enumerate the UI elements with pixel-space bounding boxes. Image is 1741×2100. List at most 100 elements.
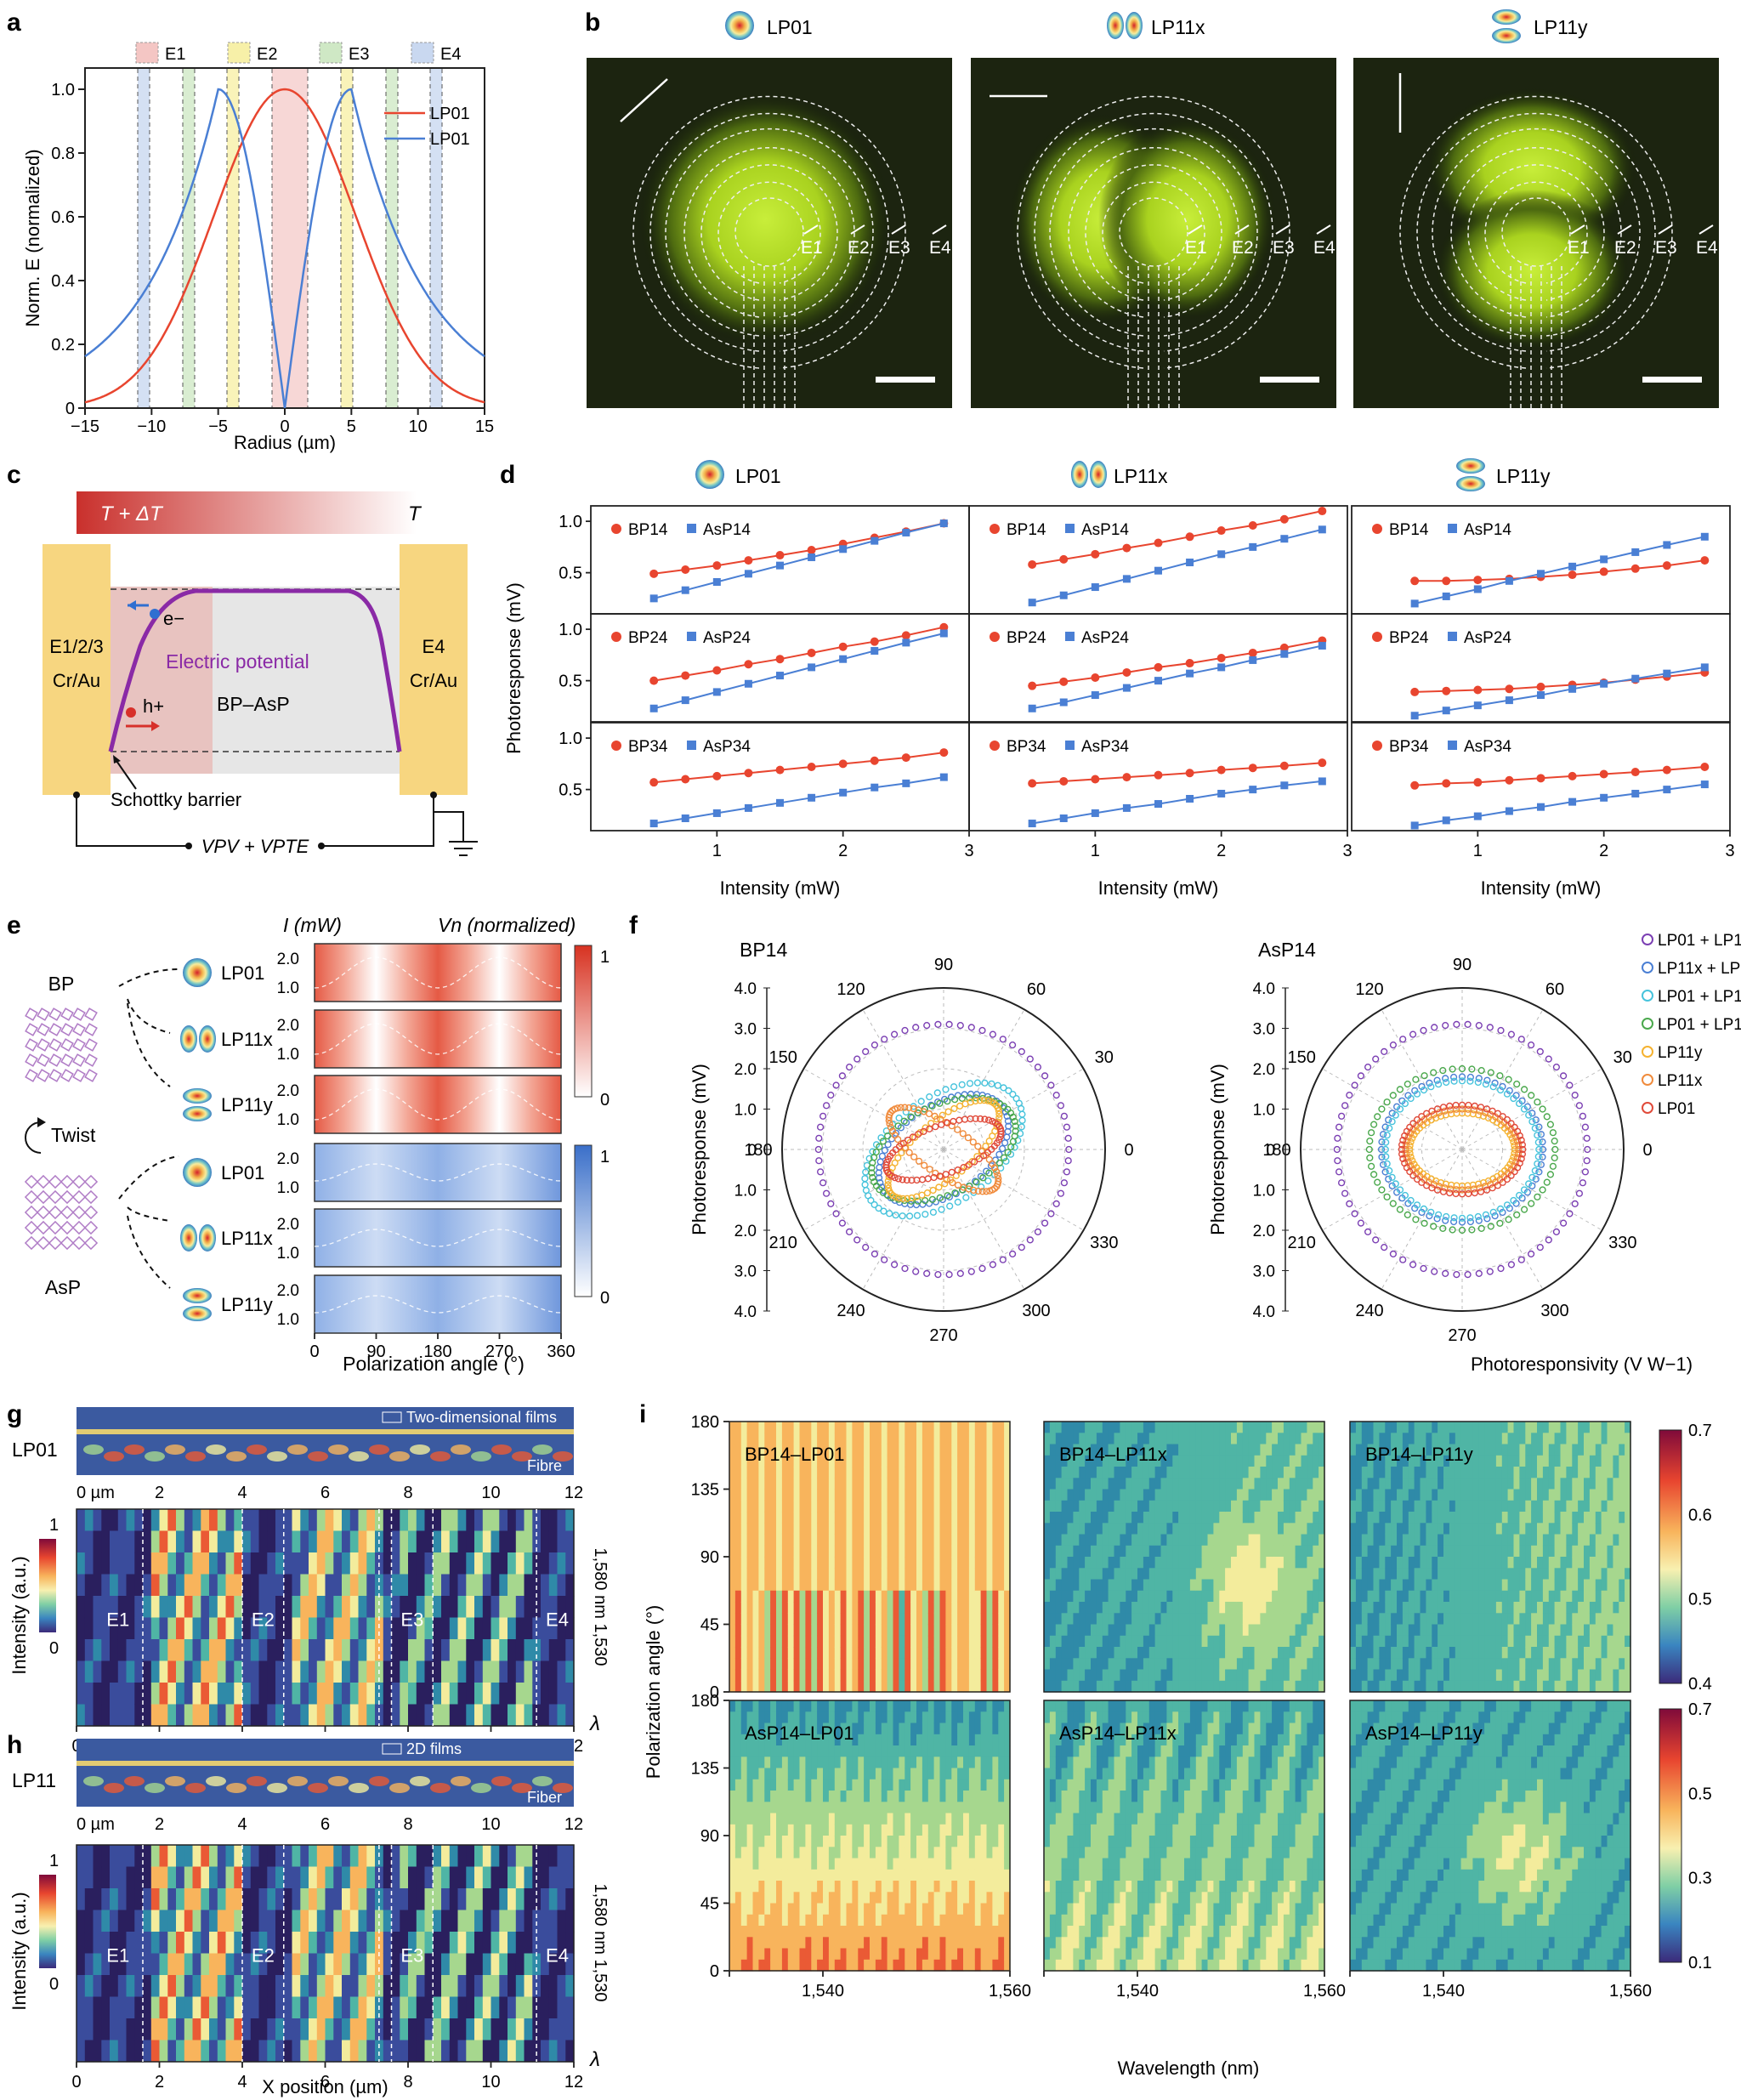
map-cell (532, 2040, 542, 2063)
map-cell (349, 1530, 360, 1553)
polar-point (914, 1130, 922, 1138)
map-cell (998, 1568, 1005, 1581)
polar-point (978, 1026, 986, 1035)
map-cell (242, 1996, 252, 2019)
map-cell (746, 1512, 754, 1524)
map-cell (840, 1444, 848, 1456)
y-tick-label: 90 (700, 1548, 719, 1567)
mode-icon (183, 1158, 212, 1187)
map-cell (333, 1617, 343, 1640)
map-cell (1004, 1467, 1011, 1479)
map-cell (834, 1422, 842, 1433)
map-cell (209, 1617, 218, 1640)
map-cell (805, 1478, 812, 1490)
map-cell (424, 1617, 434, 1640)
y-tick-label: 1.0 (277, 1179, 299, 1197)
polar-point (1439, 1066, 1447, 1075)
map-cell (758, 1613, 765, 1626)
map-cell (770, 1602, 777, 1614)
map-cell (992, 1680, 999, 1693)
polar-point (1412, 1216, 1420, 1223)
polar-point (884, 1177, 892, 1185)
map-cell (416, 1704, 426, 1727)
map-cell (275, 1683, 285, 1706)
polar-point (1011, 1117, 1018, 1126)
map-cell (1195, 1579, 1203, 1592)
map-cell (565, 1639, 575, 1662)
map-cell (565, 1845, 575, 1868)
asp-point (1537, 803, 1545, 811)
map-cell (499, 1704, 508, 1727)
map-cell (1085, 1523, 1092, 1535)
map-cell (1254, 1467, 1261, 1479)
polar-point (1407, 1196, 1415, 1205)
map-cell (217, 1975, 227, 1998)
map-cell (1114, 1579, 1120, 1592)
map-cell (823, 1590, 830, 1603)
polar-point (983, 1188, 990, 1195)
map-cell (77, 1574, 86, 1597)
map-cell (433, 1888, 442, 1911)
map-cell (793, 1422, 801, 1433)
map-cell (548, 2040, 559, 2063)
legend-marker (1642, 1102, 1653, 1114)
map-cell (524, 1617, 533, 1640)
map-cell (234, 1552, 243, 1575)
map-cell (1131, 1635, 1138, 1648)
map-cell (764, 1635, 771, 1648)
map-cell (159, 1683, 168, 1706)
map-cell (515, 1866, 525, 1889)
polar-point (1383, 1098, 1391, 1106)
map-cell (1137, 1422, 1144, 1433)
radial-tick-label: 2.0 (734, 1061, 757, 1079)
polar-point (908, 1177, 916, 1184)
map-cell (974, 1557, 982, 1569)
map-cell (817, 1467, 824, 1479)
map-cell (1004, 1512, 1011, 1524)
y-tick-label: 2.0 (277, 1017, 299, 1035)
legend-bp-marker (990, 524, 1000, 534)
map-cell (316, 1552, 326, 1575)
map-cell (992, 1433, 999, 1445)
map-cell (1044, 1680, 1051, 1693)
map-cell (957, 1624, 964, 1637)
polar-point (918, 1176, 927, 1183)
map-cell (267, 1953, 276, 1976)
map-cell (734, 1647, 742, 1659)
panel-d-title: LP11y (1496, 465, 1551, 487)
asp-point (939, 519, 948, 528)
map-cell (764, 1534, 771, 1547)
map-cell (474, 1596, 484, 1619)
map-cell (101, 1660, 111, 1683)
map-cell (939, 1680, 946, 1693)
map-cell (524, 1996, 533, 2019)
map-cell (134, 1932, 144, 1955)
map-cell (101, 1953, 111, 1976)
polar-point (1516, 1132, 1523, 1140)
map-cell (1266, 1500, 1273, 1513)
field-blob (553, 1451, 573, 1461)
map-cell (846, 1433, 853, 1445)
map-cell (974, 1478, 982, 1490)
map-cell (93, 1574, 102, 1597)
angle-label: 0 (1642, 1141, 1652, 1160)
map-cell (968, 1500, 976, 1513)
map-cell (391, 1888, 400, 1911)
polar-point (1399, 1136, 1407, 1144)
map-cell (1242, 1602, 1250, 1614)
map-cell (557, 1639, 566, 1662)
map-cell (852, 1500, 859, 1513)
map-cell (1231, 1624, 1238, 1637)
right-electrode-metal: Cr/Au (410, 670, 457, 691)
map-cell (1219, 1590, 1226, 1603)
map-cell (275, 1639, 285, 1662)
map-cell (143, 2040, 152, 2063)
polar-point (1404, 1211, 1411, 1219)
map-cell (349, 2018, 360, 2041)
map-cell (201, 1975, 210, 1998)
map-cell (342, 1530, 351, 1553)
map-cell (834, 1579, 842, 1592)
map-cell (1178, 1624, 1185, 1637)
map-cell (1160, 1624, 1167, 1637)
lattice-cell (25, 1053, 38, 1067)
